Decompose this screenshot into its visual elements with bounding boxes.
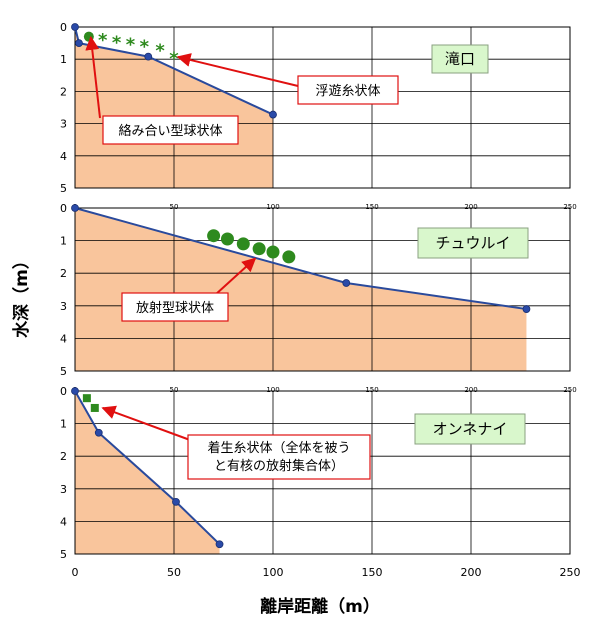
plot-frame — [74, 207, 571, 372]
x-tick-label: 150 — [362, 566, 383, 579]
x-tick-label-small: 200 — [464, 386, 477, 394]
annotation-arrow — [176, 53, 299, 87]
x-tick-label: 200 — [461, 566, 482, 579]
x-tick-label-small: 150 — [365, 386, 378, 394]
annotation-text: 着生糸状体（全体を被う — [207, 440, 350, 456]
y-tick-label: 4 — [60, 332, 67, 345]
x-tick-label: 0 — [72, 566, 79, 579]
y-tick-label: 5 — [60, 548, 67, 561]
algae-marker — [266, 245, 280, 259]
x-tick-label-small: 50 — [170, 203, 179, 211]
algae-marker — [82, 394, 91, 403]
profile-point — [215, 540, 224, 549]
algae-marker — [252, 242, 266, 256]
algae-marker: * — [126, 35, 136, 56]
algae-marker: * — [112, 32, 122, 53]
y-tick-label: 2 — [60, 450, 67, 463]
x-tick-label-small: 250 — [563, 203, 576, 211]
annotation-text: と有核の放射集合体） — [214, 458, 344, 474]
x-tick-label-small: 150 — [365, 203, 378, 211]
y-tick-label: 1 — [60, 418, 67, 431]
seabed-fill — [75, 208, 527, 371]
seabed-fill — [75, 391, 220, 554]
profile-point — [71, 204, 79, 212]
y-tick-label: 3 — [60, 300, 67, 313]
y-tick-label: 0 — [60, 385, 67, 398]
annotation-text: 放射型球状体 — [136, 300, 214, 316]
profile-point — [94, 428, 103, 437]
y-tick-label: 5 — [60, 182, 67, 195]
annotation-arrow — [101, 405, 191, 441]
algae-marker — [220, 232, 234, 246]
site-label-box — [431, 44, 489, 74]
site-label: 滝口 — [445, 50, 475, 68]
x-tick-label: 250 — [560, 566, 581, 579]
x-tick-label: 100 — [263, 566, 284, 579]
x-tick-label-small: 50 — [170, 386, 179, 394]
profile-line — [74, 390, 221, 545]
annotation-box — [121, 292, 229, 322]
annotation-box — [297, 75, 399, 105]
y-tick-label: 4 — [60, 150, 67, 163]
algae-marker — [83, 31, 94, 42]
profile-line — [74, 26, 274, 116]
y-tick-label: 2 — [60, 85, 67, 98]
profile-point — [522, 305, 531, 313]
algae-marker: * — [98, 30, 108, 51]
profile-point — [172, 497, 180, 506]
algae-marker — [207, 229, 221, 243]
annotation-text: 浮遊糸状体 — [315, 84, 380, 99]
algae-marker: * — [155, 41, 165, 62]
algae-marker — [90, 403, 99, 412]
y-tick-label: 1 — [60, 235, 67, 248]
y-tick-label: 0 — [60, 202, 67, 215]
annotation-box — [187, 434, 371, 480]
profile-point — [342, 279, 351, 287]
site-label: オンネナイ — [433, 420, 508, 438]
plot-frame — [74, 26, 571, 189]
annotation-text: 絡み合い型球状体 — [118, 123, 222, 139]
algae-marker: * — [140, 37, 150, 58]
panel-3: 012345050100150200250050100150200250オンネナ… — [60, 385, 581, 579]
x-tick-label-small: 100 — [266, 203, 279, 211]
site-label-box — [414, 413, 526, 445]
x-tick-label-small: 100 — [266, 386, 279, 394]
y-tick-label: 3 — [60, 483, 67, 496]
algae-marker — [236, 237, 250, 251]
y-tick-label: 4 — [60, 515, 67, 528]
y-tick-label: 1 — [60, 53, 67, 66]
site-label: チュウルイ — [435, 234, 510, 252]
profile-point — [71, 387, 79, 395]
plot-frame — [74, 390, 571, 555]
annotation-box — [102, 115, 239, 145]
annotation-arrow — [85, 35, 101, 119]
profile-point — [269, 110, 277, 119]
profile-point — [71, 23, 79, 31]
x-tick-label-small: 250 — [563, 386, 576, 394]
x-tick-label-small: 200 — [464, 203, 477, 211]
y-tick-label: 0 — [60, 21, 67, 34]
y-tick-label: 3 — [60, 118, 67, 131]
x-axis-title: 離岸距離（m） — [260, 596, 380, 617]
site-label-box — [417, 227, 529, 259]
y-axis-title: 水深（m） — [11, 252, 32, 338]
y-tick-label: 5 — [60, 365, 67, 378]
y-tick-label: 2 — [60, 267, 67, 280]
profile-point — [75, 39, 83, 47]
panel-2: 012345050100150200250チュウルイ放射型球状体 — [60, 202, 577, 378]
x-tick-label: 50 — [167, 566, 181, 579]
annotation-arrow — [214, 257, 257, 296]
algae-marker: * — [169, 49, 179, 70]
algae-marker — [282, 250, 296, 264]
profile-point — [144, 52, 153, 61]
